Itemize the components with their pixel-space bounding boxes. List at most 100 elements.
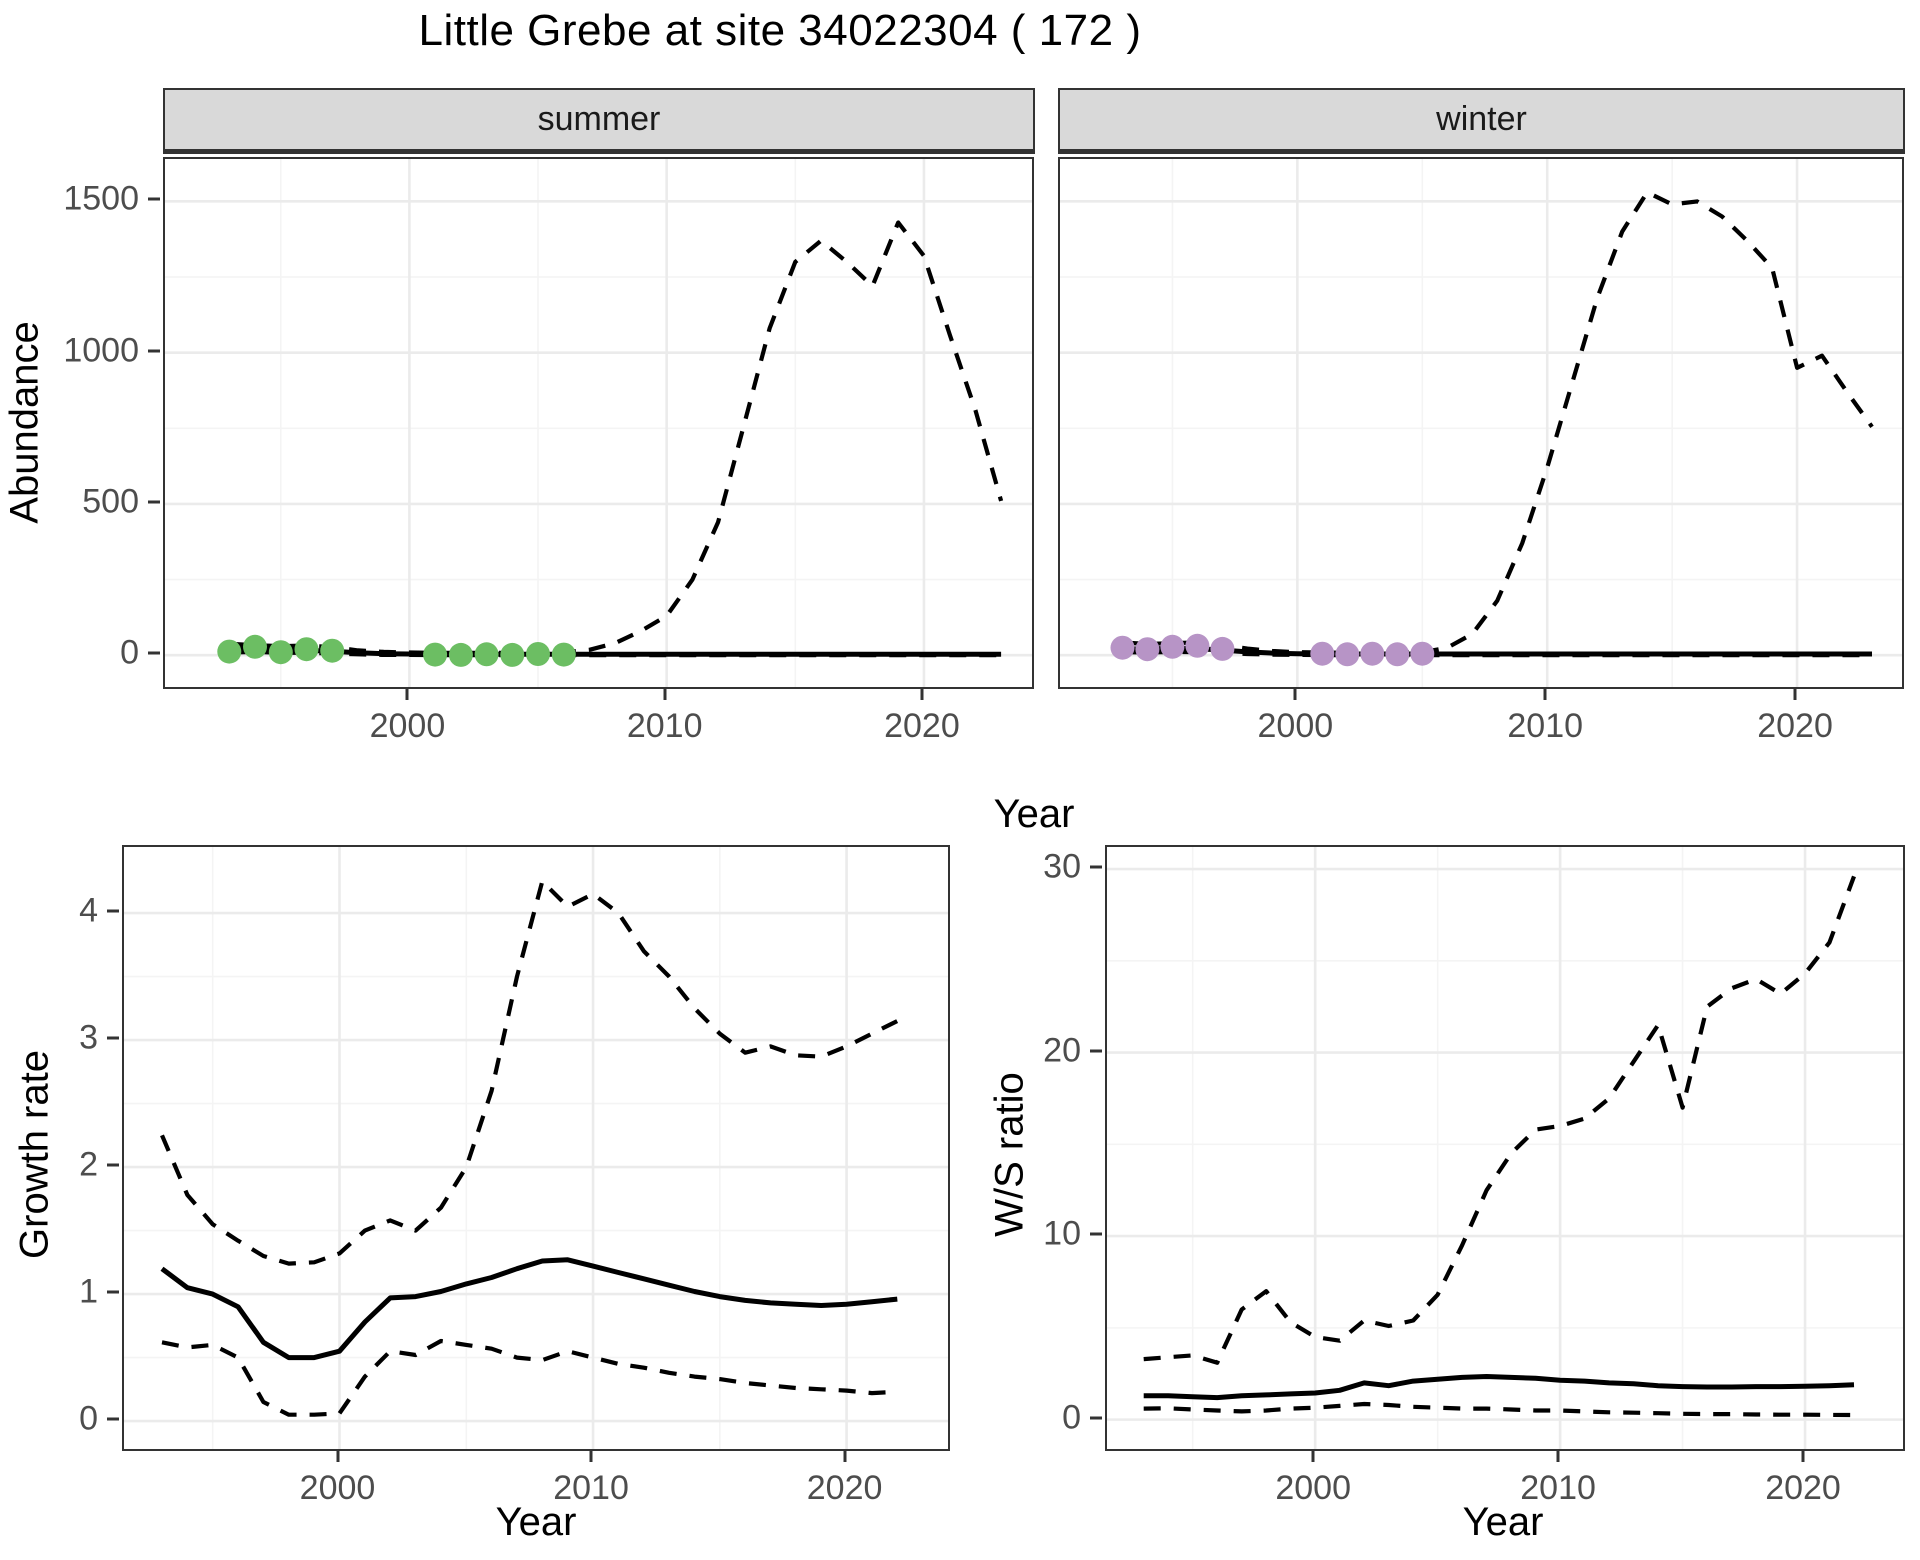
facet-strip-summer: summer: [163, 88, 1035, 154]
x-axis-tick: [1311, 1450, 1315, 1462]
upper-ci-line: [1143, 875, 1856, 1365]
y-axis-tick: [148, 197, 160, 201]
observed-summer-counts: [320, 638, 345, 663]
x-tick-label: 2010: [626, 707, 703, 745]
x-axis-tick: [663, 688, 667, 700]
summer-plot: [165, 159, 1032, 687]
y-tick-label: 0: [1062, 1398, 1081, 1437]
x-axis-tick: [1543, 688, 1547, 700]
ws-ratio-panel: [1105, 845, 1905, 1451]
x-axis-tick: [405, 688, 409, 700]
x-axis-tick: [1293, 688, 1297, 700]
x-axis-tick: [336, 1450, 339, 1462]
y-axis-tick: [107, 909, 119, 913]
y-tick-label: 30: [1043, 847, 1081, 886]
x-tick-label: 2010: [553, 1469, 629, 1507]
observed-winter-counts: [1185, 633, 1210, 658]
x-tick-label: 2020: [884, 707, 960, 745]
observed-summer-counts: [500, 642, 525, 667]
facet-strip-winter-label: winter: [1436, 100, 1527, 138]
estimate-line: [160, 1257, 898, 1361]
x-tick-label: 2000: [299, 1469, 376, 1507]
y-axis-tick: [107, 1036, 119, 1040]
observed-summer-counts: [268, 640, 293, 665]
y-tick-label: 0: [79, 1399, 98, 1438]
y-axis-tick: [1090, 1416, 1102, 1420]
x-axis-tick: [843, 1450, 847, 1462]
winter-abundance-panel: [1058, 157, 1904, 689]
y-tick-label: 2: [79, 1145, 98, 1184]
bottom-left-year-axis-title: Year: [495, 1500, 577, 1544]
observed-winter-counts: [1110, 635, 1135, 660]
x-tick-label: 2020: [806, 1469, 883, 1507]
estimate-line: [229, 645, 1002, 657]
observed-summer-counts: [294, 637, 319, 662]
growth-rate-axis-title: Growth rate: [12, 1050, 57, 1259]
lower-ci-line: [1143, 1401, 1855, 1418]
x-tick-label: 2010: [1507, 707, 1584, 745]
growth-rate-panel: [122, 845, 950, 1451]
y-tick-label: 0: [120, 633, 139, 672]
y-tick-label: 4: [79, 891, 98, 930]
Growth rate-plot: [124, 847, 948, 1449]
observed-winter-counts: [1335, 642, 1360, 667]
y-axis-tick: [107, 1163, 119, 1167]
observed-summer-counts: [217, 639, 242, 664]
lower-ci-line: [161, 1338, 898, 1417]
abundance-axis-title: Abundance: [2, 321, 47, 524]
y-axis-tick: [148, 651, 160, 655]
ws-ratio-axis-title: W/S ratio: [987, 1072, 1032, 1237]
facet-strip-winter: winter: [1058, 88, 1905, 154]
x-tick-label: 2000: [369, 707, 446, 745]
summer-abundance-panel: [163, 157, 1034, 689]
winter-plot: [1060, 159, 1902, 687]
x-axis-tick: [589, 1450, 593, 1462]
x-axis-tick: [1556, 1450, 1560, 1462]
observed-winter-counts: [1210, 636, 1235, 661]
x-tick-label: 2010: [1520, 1469, 1596, 1507]
y-tick-label: 3: [79, 1018, 98, 1057]
top-year-axis-title: Year: [993, 792, 1075, 836]
x-tick-label: 2000: [1257, 707, 1334, 745]
bottom-right-year-axis-title: Year: [1462, 1500, 1544, 1544]
y-axis-tick: [1090, 865, 1102, 869]
x-axis-tick: [920, 688, 924, 700]
x-tick-label: 2020: [1757, 707, 1833, 745]
observed-winter-counts: [1385, 642, 1410, 667]
observed-winter-counts: [1310, 641, 1335, 666]
y-tick-label: 1500: [63, 179, 139, 218]
observed-winter-counts: [1410, 641, 1435, 666]
observed-summer-counts: [423, 642, 448, 667]
y-tick-label: 500: [82, 482, 139, 521]
observed-summer-counts: [448, 642, 473, 667]
y-tick-label: 1000: [63, 331, 139, 370]
upper-ci-line: [229, 220, 1004, 655]
y-tick-label: 1: [79, 1272, 98, 1311]
x-axis-tick: [1801, 1450, 1805, 1462]
observed-winter-counts: [1135, 637, 1160, 662]
x-tick-label: 2000: [1275, 1469, 1351, 1507]
observed-winter-counts: [1360, 641, 1385, 666]
observed-winter-counts: [1160, 634, 1185, 659]
upper-ci-line: [160, 879, 899, 1266]
y-axis-tick: [1090, 1232, 1102, 1236]
y-axis-tick: [148, 500, 160, 504]
observed-summer-counts: [526, 642, 550, 666]
y-axis-tick: [107, 1417, 119, 1421]
x-tick-label: 2020: [1765, 1469, 1841, 1507]
x-axis-tick: [1793, 688, 1797, 700]
observed-summer-counts: [551, 642, 576, 667]
y-axis-tick: [1090, 1049, 1102, 1053]
observed-summer-counts: [474, 642, 499, 667]
estimate-line: [1122, 645, 1872, 657]
facet-strip-summer-label: summer: [537, 100, 661, 138]
figure-title: Little Grebe at site 34022304 ( 172 ): [418, 6, 1142, 55]
y-tick-label: 10: [1043, 1214, 1081, 1253]
y-axis-tick: [148, 349, 160, 353]
y-tick-label: 20: [1043, 1031, 1081, 1070]
upper-ci-line: [1122, 190, 1874, 655]
y-axis-tick: [107, 1290, 119, 1294]
W/S ratio-plot: [1107, 847, 1903, 1449]
observed-summer-counts: [243, 634, 267, 659]
